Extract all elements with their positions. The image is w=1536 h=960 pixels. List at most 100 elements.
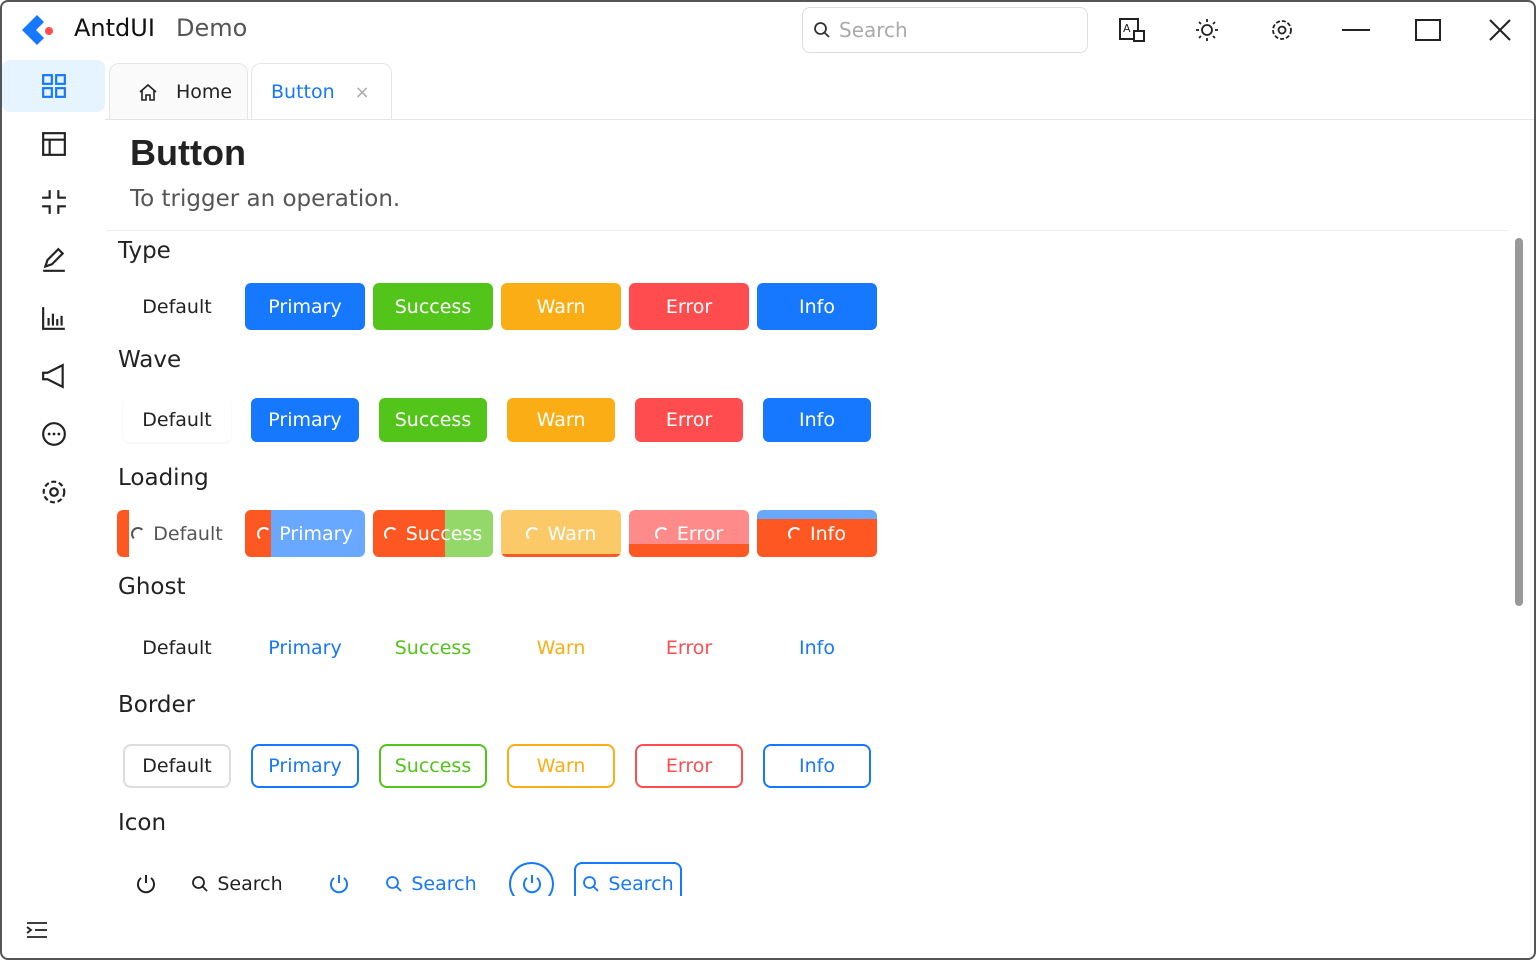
sidebar-item-chart[interactable]	[2, 292, 105, 344]
tab-divider	[105, 119, 1534, 120]
section-title-loading: Loading	[118, 465, 209, 491]
wave-button-success[interactable]: Success	[379, 398, 487, 442]
type-button-info[interactable]: Info	[757, 283, 877, 330]
minimize-button[interactable]	[1340, 14, 1372, 46]
power-icon	[522, 875, 541, 894]
section-title-border: Border	[118, 692, 196, 718]
loading-button-default[interactable]: Default	[117, 510, 237, 557]
type-button-default[interactable]: Default	[117, 283, 237, 330]
sidebar-item-dashboard[interactable]	[2, 60, 105, 112]
power-icon	[136, 875, 155, 894]
wave-button-info[interactable]: Info	[763, 398, 871, 442]
icon-button-0[interactable]	[123, 862, 168, 896]
search-input[interactable]: Search	[802, 7, 1088, 53]
type-button-warn[interactable]: Warn	[501, 283, 621, 330]
dashboard-icon	[41, 74, 66, 98]
border-button-info[interactable]: Info	[763, 744, 871, 788]
header-divider	[107, 230, 1508, 231]
edit-icon	[42, 247, 65, 272]
button-label: Warn	[536, 755, 586, 777]
theme-toggle-button[interactable]	[1191, 14, 1223, 46]
sun-icon	[1196, 19, 1218, 41]
ghost-button-warn[interactable]: Warn	[501, 625, 621, 670]
tab-home[interactable]: Home	[109, 63, 248, 120]
loading-button-info[interactable]: Info	[757, 510, 877, 557]
icon-button-1[interactable]: Search	[187, 862, 287, 896]
menu-fold-icon	[26, 922, 47, 938]
button-label: Default	[142, 636, 212, 659]
loading-button-error[interactable]: Error	[629, 510, 749, 557]
type-button-primary[interactable]: Primary	[245, 283, 365, 330]
app-subtitle: Demo	[176, 14, 248, 42]
button-label: Default	[142, 295, 212, 318]
loading-button-success[interactable]: Success	[373, 510, 493, 557]
tab-button[interactable]: Button ×	[251, 63, 392, 120]
border-button-error[interactable]: Error	[635, 744, 743, 788]
ghost-button-success[interactable]: Success	[373, 625, 493, 670]
button-label: Default	[153, 522, 223, 545]
loading-spinner-icon	[654, 526, 669, 541]
ghost-button-info[interactable]: Info	[757, 625, 877, 670]
search-icon	[814, 22, 830, 38]
notification-icon	[41, 363, 64, 389]
home-icon	[139, 83, 157, 101]
button-label: Default	[142, 755, 212, 777]
sidebar-item-settings[interactable]	[2, 466, 105, 518]
button-label: Error	[665, 636, 713, 659]
minimize-icon	[1342, 29, 1370, 31]
settings-icon	[42, 480, 65, 504]
sidebar-item-edit[interactable]	[2, 234, 105, 286]
scrollbar[interactable]	[1515, 238, 1523, 606]
tab-label: Button	[271, 81, 335, 103]
maximize-icon	[1415, 19, 1441, 41]
icon-button-4[interactable]	[509, 862, 554, 896]
tab-close-icon[interactable]: ×	[354, 81, 370, 103]
maximize-button[interactable]	[1412, 14, 1444, 46]
loading-button-warn[interactable]: Warn	[501, 510, 621, 557]
collapse-sidebar-button[interactable]	[26, 920, 48, 944]
icon-button-3[interactable]: Search	[381, 862, 481, 896]
button-label: Search	[217, 873, 283, 895]
ghost-button-primary[interactable]: Primary	[245, 625, 365, 670]
button-label: Primary	[279, 522, 353, 545]
wave-button-primary[interactable]: Primary	[251, 398, 359, 442]
type-button-error[interactable]: Error	[629, 283, 749, 330]
button-label: Error	[665, 755, 713, 777]
sidebar-item-notification[interactable]	[2, 350, 105, 402]
ghost-button-error[interactable]: Error	[629, 625, 749, 670]
icon-button-2[interactable]	[316, 862, 361, 896]
button-label: Info	[810, 522, 846, 545]
search-placeholder: Search	[839, 18, 908, 42]
border-button-success[interactable]: Success	[379, 744, 487, 788]
wave-button-error[interactable]: Error	[635, 398, 743, 442]
border-button-warn[interactable]: Warn	[507, 744, 615, 788]
loading-wave	[501, 554, 621, 557]
sidebar-item-compress[interactable]	[2, 176, 105, 228]
loading-spinner-icon	[788, 526, 803, 541]
button-label: Warn	[536, 409, 586, 431]
button-label: Error	[665, 409, 713, 431]
icon-button-5[interactable]: Search	[574, 862, 682, 896]
type-button-success[interactable]: Success	[373, 283, 493, 330]
button-label: Primary	[268, 409, 342, 431]
sidebar-item-message[interactable]	[2, 408, 105, 460]
content-area: Type Wave Loading Ghost Border Icon Default Def…	[107, 230, 1507, 896]
search-icon	[386, 876, 402, 892]
loading-wave	[757, 519, 877, 557]
button-label: Warn	[536, 295, 586, 318]
button-label: Default	[142, 409, 212, 431]
sidebar-item-layout[interactable]	[2, 118, 105, 170]
translate-button[interactable]: A	[1116, 14, 1148, 46]
loading-spinner-icon	[525, 526, 540, 541]
settings-button[interactable]	[1266, 14, 1298, 46]
border-button-primary[interactable]: Primary	[251, 744, 359, 788]
close-button[interactable]	[1484, 14, 1516, 46]
button-label: Info	[799, 409, 835, 431]
loading-button-primary[interactable]: Primary	[245, 510, 365, 557]
border-button-default[interactable]: Default	[123, 744, 231, 788]
wave-button-warn[interactable]: Warn	[507, 398, 615, 442]
button-label: Warn	[536, 636, 586, 659]
wave-button-default[interactable]: Default	[123, 398, 231, 442]
ghost-button-default[interactable]: Default	[117, 625, 237, 670]
button-label: Search	[411, 873, 477, 895]
